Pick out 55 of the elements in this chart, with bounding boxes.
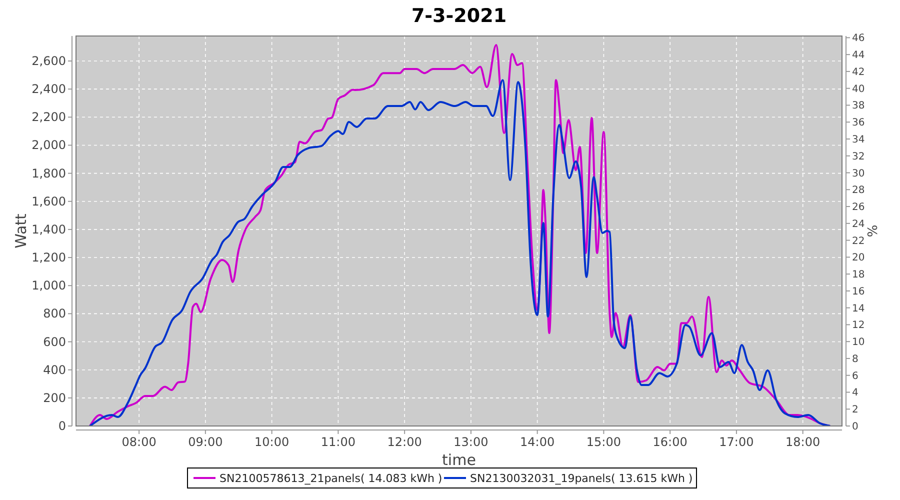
x-tick-label: 09:00 [188, 435, 223, 449]
y2-tick-label: 30 [852, 168, 865, 180]
y2-tick-label: 0 [852, 422, 858, 432]
y2-tick-label: 8 [852, 354, 858, 365]
legend-label: SN2100578613_21panels( 14.083 kWh ) [220, 472, 442, 485]
y-tick-label: 2,200 [32, 110, 66, 124]
y-tick-label: 2,000 [32, 138, 66, 152]
y2-tick-label: 34 [852, 134, 865, 146]
y2-tick-label: 36 [852, 118, 865, 129]
y2-tick-label: 28 [852, 185, 865, 196]
y2-tick-label: 6 [852, 370, 858, 382]
y-tick-label: 1,800 [32, 166, 66, 180]
x-tick-label: 15:00 [586, 435, 621, 449]
y2-tick-label: 32 [852, 151, 865, 162]
x-tick-label: 14:00 [520, 435, 555, 449]
x-tick-label: 08:00 [122, 435, 156, 449]
y-tick-label: 800 [43, 306, 66, 321]
y-tick-label: 1,400 [32, 222, 66, 236]
legend-label: SN2130032031_19panels( 13.615 kWh ) [470, 472, 693, 485]
y2-tick-label: 46 [852, 33, 865, 44]
y2-tick-label: 2 [852, 404, 858, 416]
chart-title: 7-3-2021 [411, 5, 507, 27]
x-tick-label: 12:00 [387, 435, 422, 449]
y-tick-label: 1,000 [32, 278, 66, 293]
y-tick-label: 2,600 [32, 54, 66, 68]
y2-tick-label: 40 [852, 84, 865, 95]
y-axis-title: Watt [12, 213, 30, 248]
y2-tick-label: 4 [852, 388, 858, 399]
y-tick-label: 600 [43, 334, 66, 349]
y-tick-label: 200 [43, 390, 66, 405]
y-tick-label: 1,600 [32, 194, 66, 208]
y-tick-label: 1,200 [32, 250, 66, 265]
y-tick-label: 2,400 [32, 82, 66, 96]
y-tick-label: 400 [43, 362, 66, 377]
x-tick-label: 10:00 [254, 435, 290, 449]
y-tick-label: 0 [58, 419, 66, 433]
y2-axis-title: % [866, 224, 881, 238]
y2-tick-label: 42 [852, 66, 865, 78]
y2-tick-label: 24 [852, 218, 865, 230]
y2-tick-label: 20 [852, 252, 865, 264]
y2-tick-label: 18 [852, 270, 865, 281]
y2-tick-label: 12 [852, 320, 865, 332]
y2-tick-label: 10 [852, 337, 865, 348]
x-tick-label: 11:00 [320, 435, 356, 449]
x-tick-label: 17:00 [719, 435, 754, 449]
x-tick-label: 18:00 [786, 435, 820, 449]
y2-tick-label: 22 [852, 236, 865, 247]
x-tick-label: 13:00 [454, 435, 488, 449]
x-tick-label: 16:00 [652, 435, 688, 449]
y2-tick-label: 16 [852, 286, 865, 298]
x-axis-title: time [442, 451, 476, 469]
y2-tick-label: 14 [852, 303, 865, 314]
y2-tick-label: 38 [852, 100, 865, 112]
y2-tick-label: 26 [852, 202, 865, 214]
y2-tick-label: 44 [852, 50, 865, 62]
